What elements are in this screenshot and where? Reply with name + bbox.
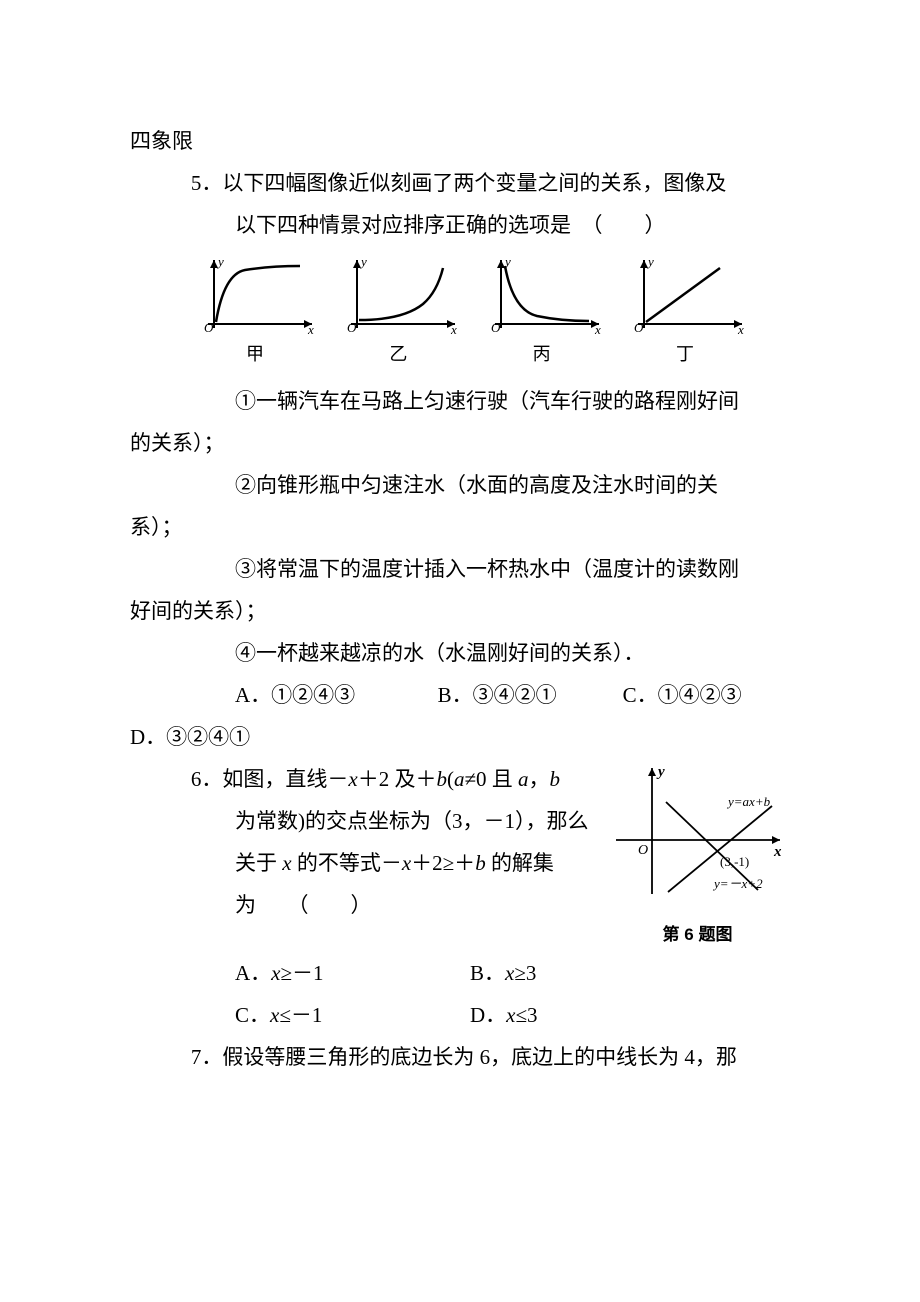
graph-bing-label: 丙 xyxy=(477,336,607,372)
q6-figure-caption: 第 6 题图 xyxy=(605,918,790,952)
q6-var-x2: x xyxy=(282,851,291,875)
q6-wrap: 6．如图，直线－x＋2 及＋b(a≠0 且 a，b 为常数)的交点坐标为（3，－… xyxy=(130,758,790,952)
q7-number: 7． xyxy=(191,1045,223,1069)
q6-var-a1: a xyxy=(454,767,465,791)
q5-scenario4: ④一杯越来越凉的水（水温刚好间的关系）． xyxy=(130,632,790,674)
svg-text:x: x xyxy=(594,322,601,334)
q6-l1-c: ( xyxy=(447,767,454,791)
svg-text:x: x xyxy=(450,322,457,334)
q6-l3-c: ＋2≥＋ xyxy=(411,851,475,875)
q5-scenario3b: 好间的关系）； xyxy=(130,590,790,632)
q6-a-val: ≥－1 xyxy=(281,961,324,985)
q5-scenario2a: ②向锥形瓶中匀速注水（水面的高度及注水时间的关 xyxy=(130,464,790,506)
svg-text:x: x xyxy=(773,844,782,860)
graph-yi: O x y 乙 xyxy=(333,254,463,372)
q6-a-x: x xyxy=(271,961,280,985)
graph-bing: O x y 丙 xyxy=(477,254,607,372)
q6-options-row1: A．x≥－1 B．x≥3 xyxy=(130,952,790,994)
q5-scenario1b: 的关系）； xyxy=(130,422,790,464)
leading-fragment: 四象限 xyxy=(130,120,790,162)
graph-ding: O x y 丁 xyxy=(620,254,750,372)
q6-c-x: x xyxy=(270,1003,279,1027)
q6-b-val: ≥3 xyxy=(514,961,536,985)
q5-option-a: A．①②④③ xyxy=(130,674,438,716)
svg-text:y: y xyxy=(216,254,224,269)
q6-l1-a: 如图，直线－ xyxy=(222,767,348,791)
q6-var-b2: b xyxy=(550,767,561,791)
q6-l3-b: 的不等式－ xyxy=(292,851,402,875)
svg-text:y: y xyxy=(359,254,367,269)
svg-text:(3,-1): (3,-1) xyxy=(720,854,749,869)
svg-text:O: O xyxy=(638,843,648,858)
q6-options-row2: C．x≤－1 D．x≤3 xyxy=(130,994,790,1036)
svg-text:y: y xyxy=(656,764,665,780)
q5-scenario3a: ③将常温下的温度计插入一杯热水中（温度计的读数刚 xyxy=(130,548,790,590)
q6-l3-a: 关于 xyxy=(235,851,282,875)
q6-b-pre: B． xyxy=(470,961,505,985)
svg-text:O: O xyxy=(347,320,357,334)
q6-option-c: C．x≤－1 xyxy=(130,994,470,1036)
graph-ding-label: 丁 xyxy=(620,336,750,372)
q6-l1-d: ≠0 且 xyxy=(464,767,518,791)
q6-line2: 为常数)的交点坐标为（3，－1），那么 xyxy=(130,800,595,842)
q6-option-d: D．x≤3 xyxy=(470,994,680,1036)
q5-stem-line2: 以下四种情景对应排序正确的选项是 （ ） xyxy=(130,204,790,246)
svg-text:O: O xyxy=(491,320,501,334)
q6-d-val: ≤3 xyxy=(516,1003,538,1027)
page-content: 四象限 5．以下四幅图像近似刻画了两个变量之间的关系，图像及 以下四种情景对应排… xyxy=(0,0,920,1138)
q6-l3-d: 的解集 xyxy=(486,851,554,875)
q6-d-pre: D． xyxy=(470,1003,506,1027)
graph-ding-svg: O x y xyxy=(620,254,750,334)
q7-text: 假设等腰三角形的底边长为 6，底边上的中线长为 4，那 xyxy=(222,1045,737,1069)
q6-l1-e: ， xyxy=(529,767,550,791)
graph-jia-svg: O x y xyxy=(190,254,320,334)
q6-var-x3: x xyxy=(402,851,411,875)
q6-figure-svg: O x y (3,-1) y=ax+b y=－x+2 xyxy=(608,762,788,902)
q6-line3: 关于 x 的不等式－x＋2≥＋b 的解集 xyxy=(130,842,595,884)
svg-text:x: x xyxy=(737,322,744,334)
q5-stem-text1: 以下四幅图像近似刻画了两个变量之间的关系，图像及 xyxy=(222,171,726,195)
q5-graphs-row: O x y 甲 O x y 乙 xyxy=(190,254,750,372)
q6-l1-b: ＋2 及＋ xyxy=(358,767,437,791)
q6-option-b: B．x≥3 xyxy=(470,952,680,994)
q6-var-a2: a xyxy=(518,767,529,791)
graph-jia: O x y 甲 xyxy=(190,254,320,372)
q6-var-x1: x xyxy=(348,767,357,791)
graph-yi-svg: O x y xyxy=(333,254,463,334)
q5-scenario1a: ①一辆汽车在马路上匀速行驶（汽车行驶的路程刚好间 xyxy=(130,380,790,422)
q6-d-x: x xyxy=(506,1003,515,1027)
svg-text:x: x xyxy=(307,322,314,334)
q6-option-a: A．x≥－1 xyxy=(130,952,470,994)
q6-c-pre: C． xyxy=(235,1003,270,1027)
q6-var-b3: b xyxy=(475,851,486,875)
q6-line1: 6．如图，直线－x＋2 及＋b(a≠0 且 a，b xyxy=(130,758,595,800)
q5-option-b: B．③④②① xyxy=(438,674,623,716)
svg-text:y: y xyxy=(646,254,654,269)
q7-line1: 7．假设等腰三角形的底边长为 6，底边上的中线长为 4，那 xyxy=(130,1036,790,1078)
graph-jia-label: 甲 xyxy=(190,336,320,372)
q6-var-b1: b xyxy=(436,767,447,791)
q6-line4: 为 （ ） xyxy=(130,884,595,926)
q5-option-d: D．③②④① xyxy=(130,716,790,758)
q6-text: 6．如图，直线－x＋2 及＋b(a≠0 且 a，b 为常数)的交点坐标为（3，－… xyxy=(130,758,595,926)
graph-bing-svg: O x y xyxy=(477,254,607,334)
q5-options-row: A．①②④③ B．③④②① C．①④②③ xyxy=(130,674,790,716)
q6-figure: O x y (3,-1) y=ax+b y=－x+2 第 6 题图 xyxy=(605,762,790,952)
q6-a-pre: A． xyxy=(235,961,271,985)
q6-c-val: ≤－1 xyxy=(279,1003,322,1027)
q5-stem-line1: 5．以下四幅图像近似刻画了两个变量之间的关系，图像及 xyxy=(130,162,790,204)
q5-scenario2b: 系）； xyxy=(130,506,790,548)
q6-b-x: x xyxy=(505,961,514,985)
svg-text:y=－x+2: y=－x+2 xyxy=(712,876,763,891)
svg-text:y=ax+b: y=ax+b xyxy=(726,794,771,809)
q5-number: 5． xyxy=(191,171,223,195)
svg-text:O: O xyxy=(204,320,214,334)
q6-number: 6． xyxy=(191,767,223,791)
q5-option-c: C．①④②③ xyxy=(623,674,790,716)
graph-yi-label: 乙 xyxy=(333,336,463,372)
svg-text:O: O xyxy=(634,320,644,334)
